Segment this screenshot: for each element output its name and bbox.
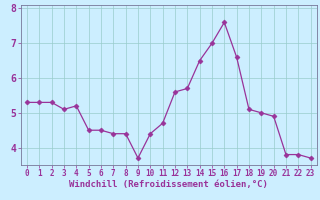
X-axis label: Windchill (Refroidissement éolien,°C): Windchill (Refroidissement éolien,°C) xyxy=(69,180,268,189)
